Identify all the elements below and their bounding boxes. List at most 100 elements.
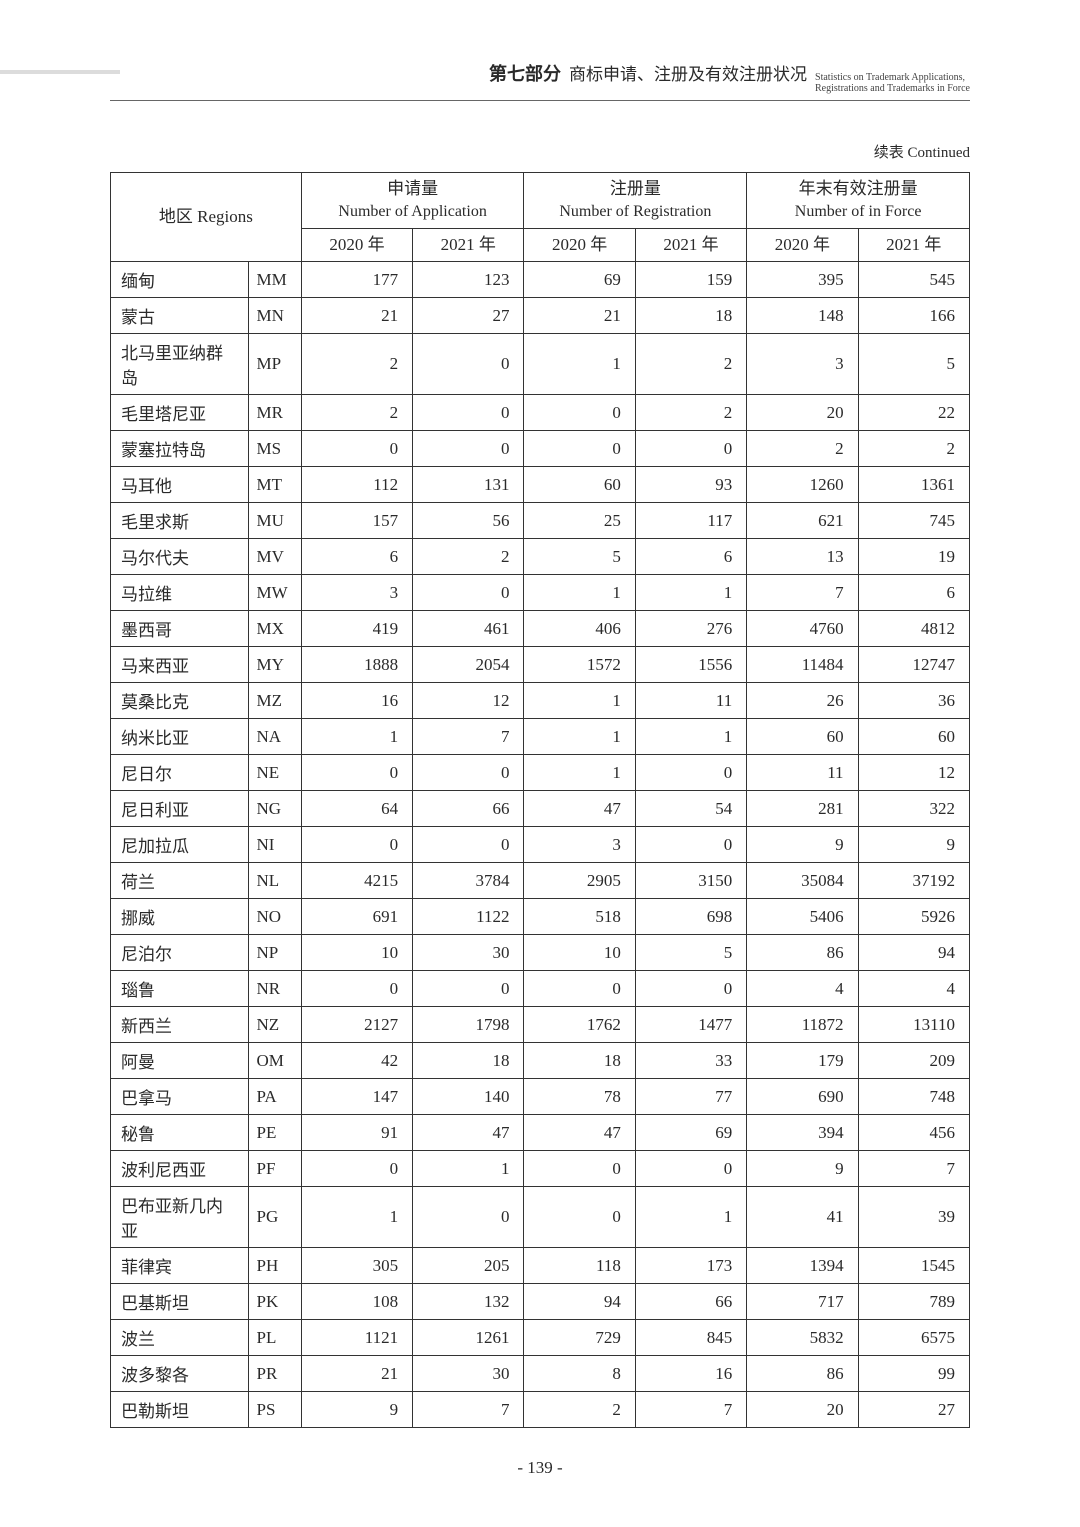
cell-app-2021: 131	[413, 467, 524, 503]
cell-force-2021: 1361	[858, 467, 969, 503]
cell-reg-2020: 1	[524, 683, 635, 719]
cell-reg-2021: 7	[635, 1392, 746, 1428]
cell-region-name: 马耳他	[111, 467, 249, 503]
table-row: 马尔代夫MV62561319	[111, 539, 970, 575]
cell-region-code: NA	[248, 719, 301, 755]
cell-force-2021: 12	[858, 755, 969, 791]
cell-force-2021: 27	[858, 1392, 969, 1428]
cell-app-2021: 2054	[413, 647, 524, 683]
cell-reg-2020: 60	[524, 467, 635, 503]
cell-region-code: PF	[248, 1151, 301, 1187]
cell-region-code: NO	[248, 899, 301, 935]
cell-reg-2020: 47	[524, 1115, 635, 1151]
table-header: 地区 Regions 申请量 Number of Application 注册量…	[111, 173, 970, 262]
cell-force-2021: 99	[858, 1356, 969, 1392]
top-page-rule	[0, 70, 120, 74]
cell-region-code: MX	[248, 611, 301, 647]
cell-force-2020: 148	[747, 298, 858, 334]
cell-app-2020: 0	[301, 431, 412, 467]
table-row: 阿曼OM42181833179209	[111, 1043, 970, 1079]
cell-force-2020: 5406	[747, 899, 858, 935]
cell-reg-2020: 2	[524, 1392, 635, 1428]
cell-reg-2020: 0	[524, 971, 635, 1007]
cell-reg-2020: 25	[524, 503, 635, 539]
cell-region-code: MP	[248, 334, 301, 395]
col-region-zh: 地区	[159, 207, 193, 226]
cell-region-code: NL	[248, 863, 301, 899]
cell-app-2020: 1888	[301, 647, 412, 683]
cell-region-name: 尼日利亚	[111, 791, 249, 827]
cell-app-2020: 1121	[301, 1320, 412, 1356]
cell-reg-2021: 0	[635, 1151, 746, 1187]
cell-reg-2020: 729	[524, 1320, 635, 1356]
cell-region-name: 墨西哥	[111, 611, 249, 647]
cell-force-2021: 7	[858, 1151, 969, 1187]
cell-app-2020: 0	[301, 827, 412, 863]
cell-region-name: 马拉维	[111, 575, 249, 611]
cell-reg-2021: 1	[635, 1187, 746, 1248]
table-row: 尼日利亚NG64664754281322	[111, 791, 970, 827]
cell-region-code: NI	[248, 827, 301, 863]
statistics-table: 地区 Regions 申请量 Number of Application 注册量…	[110, 172, 970, 1428]
table-row: 蒙古MN21272118148166	[111, 298, 970, 334]
cell-reg-2021: 0	[635, 431, 746, 467]
col-registration-en: Number of Registration	[532, 201, 738, 223]
cell-app-2021: 461	[413, 611, 524, 647]
cell-reg-2021: 2	[635, 395, 746, 431]
cell-region-name: 尼泊尔	[111, 935, 249, 971]
cell-reg-2021: 2	[635, 334, 746, 395]
cell-reg-2021: 0	[635, 755, 746, 791]
cell-app-2020: 3	[301, 575, 412, 611]
table-row: 荷兰NL42153784290531503508437192	[111, 863, 970, 899]
cell-force-2021: 2	[858, 431, 969, 467]
table-row: 波兰PL1121126172984558326575	[111, 1320, 970, 1356]
cell-reg-2021: 1	[635, 575, 746, 611]
cell-reg-2020: 10	[524, 935, 635, 971]
section-title-zh: 商标申请、注册及有效注册状况	[569, 60, 807, 85]
cell-app-2020: 21	[301, 1356, 412, 1392]
cell-force-2020: 281	[747, 791, 858, 827]
cell-force-2020: 2	[747, 431, 858, 467]
cell-region-code: MN	[248, 298, 301, 334]
cell-reg-2020: 118	[524, 1248, 635, 1284]
col-reg-2021: 2021 年	[635, 228, 746, 262]
col-app-2021: 2021 年	[413, 228, 524, 262]
cell-force-2020: 35084	[747, 863, 858, 899]
section-title-en-line2: Registrations and Trademarks in Force	[815, 83, 970, 94]
cell-app-2021: 27	[413, 298, 524, 334]
cell-reg-2020: 18	[524, 1043, 635, 1079]
cell-reg-2020: 21	[524, 298, 635, 334]
cell-reg-2020: 518	[524, 899, 635, 935]
cell-app-2020: 2	[301, 334, 412, 395]
cell-force-2021: 5	[858, 334, 969, 395]
cell-reg-2020: 1	[524, 575, 635, 611]
cell-region-code: PE	[248, 1115, 301, 1151]
cell-force-2020: 395	[747, 262, 858, 298]
cell-app-2021: 2	[413, 539, 524, 575]
cell-force-2020: 1394	[747, 1248, 858, 1284]
cell-force-2021: 19	[858, 539, 969, 575]
cell-region-name: 秘鲁	[111, 1115, 249, 1151]
cell-force-2021: 5926	[858, 899, 969, 935]
cell-app-2021: 0	[413, 755, 524, 791]
cell-region-name: 巴基斯坦	[111, 1284, 249, 1320]
cell-reg-2021: 11	[635, 683, 746, 719]
page-number: - 139 -	[110, 1458, 970, 1478]
cell-reg-2021: 0	[635, 827, 746, 863]
cell-force-2021: 37192	[858, 863, 969, 899]
cell-app-2021: 0	[413, 395, 524, 431]
cell-app-2021: 1798	[413, 1007, 524, 1043]
cell-force-2020: 4	[747, 971, 858, 1007]
table-row: 巴拿马PA1471407877690748	[111, 1079, 970, 1115]
cell-region-code: MT	[248, 467, 301, 503]
cell-app-2020: 157	[301, 503, 412, 539]
cell-app-2020: 691	[301, 899, 412, 935]
cell-app-2021: 205	[413, 1248, 524, 1284]
cell-app-2020: 9	[301, 1392, 412, 1428]
cell-region-code: NR	[248, 971, 301, 1007]
table-row: 马拉维MW301176	[111, 575, 970, 611]
table-row: 挪威NO691112251869854065926	[111, 899, 970, 935]
cell-app-2021: 0	[413, 1187, 524, 1248]
cell-app-2021: 66	[413, 791, 524, 827]
cell-force-2020: 11872	[747, 1007, 858, 1043]
